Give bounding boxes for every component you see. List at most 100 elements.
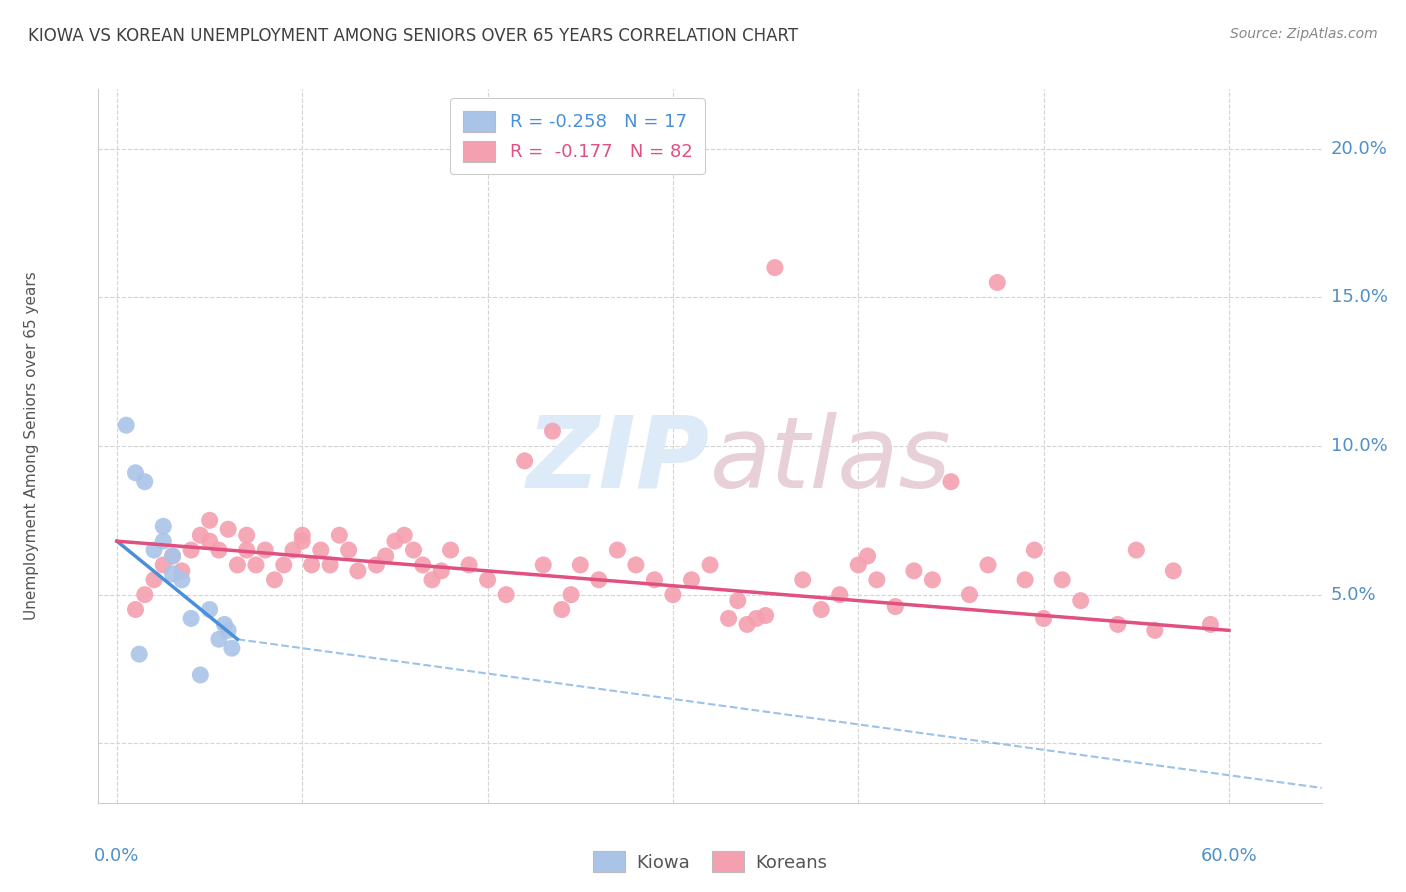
Point xyxy=(1024,543,1046,558)
Point xyxy=(1163,564,1185,578)
Point xyxy=(959,588,981,602)
Point xyxy=(152,519,174,533)
Text: ZIP: ZIP xyxy=(527,412,710,508)
Point xyxy=(134,475,156,489)
Point xyxy=(699,558,721,572)
Point xyxy=(551,602,574,616)
Point xyxy=(188,668,212,682)
Point xyxy=(301,558,323,572)
Point xyxy=(162,566,184,581)
Point xyxy=(1050,573,1073,587)
Point xyxy=(643,573,665,587)
Point xyxy=(588,573,610,587)
Text: 60.0%: 60.0% xyxy=(1201,847,1257,865)
Point xyxy=(856,549,879,563)
Point xyxy=(128,647,150,661)
Point xyxy=(226,558,249,572)
Point xyxy=(662,588,685,602)
Point xyxy=(606,543,628,558)
Point xyxy=(903,564,925,578)
Point xyxy=(384,534,406,549)
Point xyxy=(115,418,138,433)
Point xyxy=(235,528,257,542)
Point xyxy=(412,558,434,572)
Point xyxy=(921,573,943,587)
Point xyxy=(134,588,156,602)
Point xyxy=(347,564,370,578)
Point xyxy=(810,602,832,616)
Point xyxy=(217,522,239,536)
Point xyxy=(1032,611,1054,625)
Point xyxy=(208,543,231,558)
Point xyxy=(681,573,703,587)
Point xyxy=(735,617,758,632)
Point xyxy=(319,558,342,572)
Point xyxy=(541,424,564,438)
Text: Source: ZipAtlas.com: Source: ZipAtlas.com xyxy=(1230,27,1378,41)
Point xyxy=(1199,617,1222,632)
Text: 10.0%: 10.0% xyxy=(1331,437,1388,455)
Point xyxy=(180,611,202,625)
Point xyxy=(180,543,202,558)
Point xyxy=(291,534,314,549)
Point xyxy=(198,534,221,549)
Point xyxy=(745,611,768,625)
Text: Unemployment Among Seniors over 65 years: Unemployment Among Seniors over 65 years xyxy=(24,272,38,620)
Point xyxy=(884,599,907,614)
Point xyxy=(402,543,425,558)
Point xyxy=(143,543,166,558)
Point xyxy=(828,588,851,602)
Point xyxy=(866,573,889,587)
Point xyxy=(560,588,582,602)
Point xyxy=(143,573,166,587)
Point xyxy=(1143,624,1166,638)
Point xyxy=(254,543,277,558)
Legend: Kiowa, Koreans: Kiowa, Koreans xyxy=(586,844,834,880)
Point xyxy=(217,624,239,638)
Point xyxy=(495,588,517,602)
Point xyxy=(846,558,869,572)
Point xyxy=(977,558,1000,572)
Point xyxy=(281,543,304,558)
Point xyxy=(477,573,499,587)
Point xyxy=(430,564,453,578)
Point xyxy=(531,558,554,572)
Text: 15.0%: 15.0% xyxy=(1331,288,1388,306)
Point xyxy=(569,558,592,572)
Point xyxy=(245,558,267,572)
Text: KIOWA VS KOREAN UNEMPLOYMENT AMONG SENIORS OVER 65 YEARS CORRELATION CHART: KIOWA VS KOREAN UNEMPLOYMENT AMONG SENIO… xyxy=(28,27,799,45)
Point xyxy=(1125,543,1147,558)
Point xyxy=(235,543,257,558)
Point xyxy=(214,617,236,632)
Point xyxy=(1107,617,1129,632)
Point xyxy=(439,543,461,558)
Point xyxy=(366,558,388,572)
Point xyxy=(170,573,193,587)
Text: 5.0%: 5.0% xyxy=(1331,586,1376,604)
Point xyxy=(717,611,740,625)
Point xyxy=(152,534,174,549)
Point xyxy=(374,549,396,563)
Point xyxy=(1014,573,1036,587)
Text: atlas: atlas xyxy=(710,412,952,508)
Point xyxy=(291,528,314,542)
Point xyxy=(792,573,814,587)
Point xyxy=(263,573,285,587)
Point xyxy=(170,564,193,578)
Point xyxy=(162,549,184,563)
Point xyxy=(986,276,1008,290)
Point xyxy=(188,528,212,542)
Point xyxy=(162,549,184,563)
Point xyxy=(208,632,231,647)
Point xyxy=(152,558,174,572)
Point xyxy=(394,528,416,542)
Point xyxy=(124,466,146,480)
Point xyxy=(727,593,749,607)
Point xyxy=(328,528,350,542)
Point xyxy=(458,558,481,572)
Point xyxy=(337,543,360,558)
Point xyxy=(420,573,443,587)
Point xyxy=(198,602,221,616)
Point xyxy=(939,475,962,489)
Point xyxy=(763,260,786,275)
